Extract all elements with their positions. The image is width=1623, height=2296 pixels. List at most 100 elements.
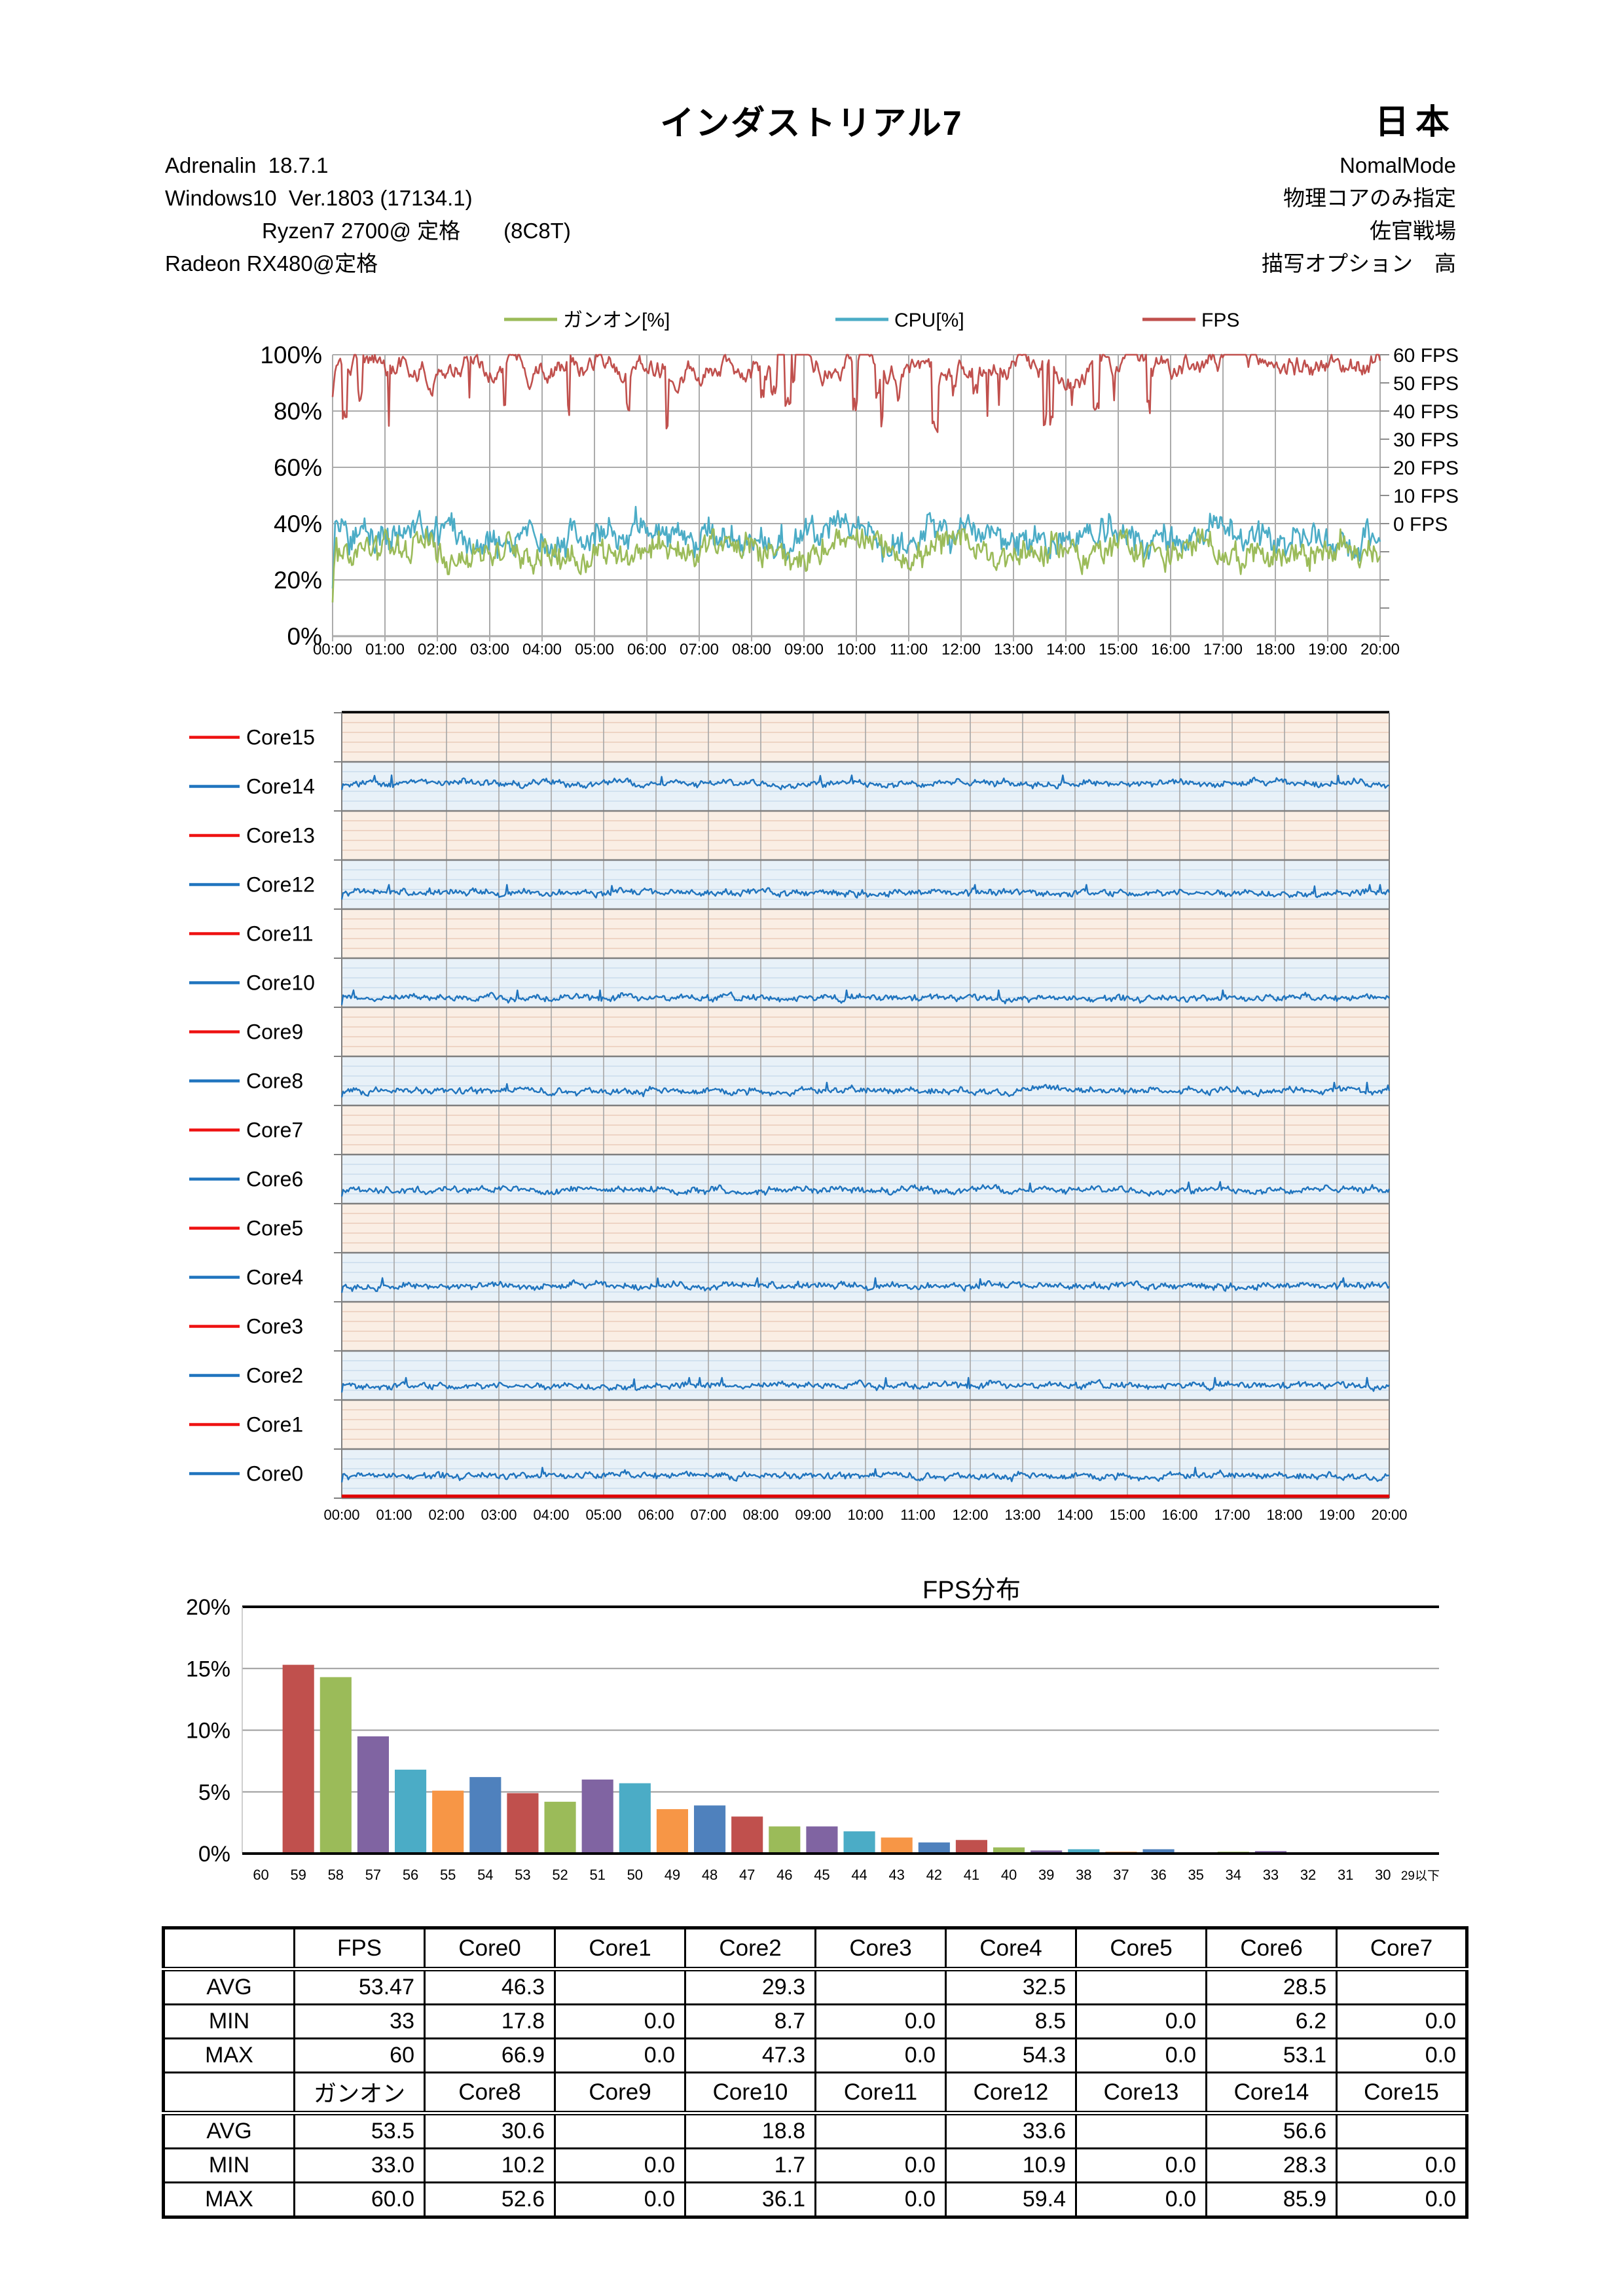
svg-text:14:00: 14:00 <box>1057 1507 1093 1523</box>
svg-text:5%: 5% <box>198 1780 230 1805</box>
svg-text:36: 36 <box>1150 1867 1166 1883</box>
svg-text:80%: 80% <box>274 398 322 425</box>
svg-text:31: 31 <box>1338 1867 1353 1883</box>
svg-text:03:00: 03:00 <box>470 641 509 658</box>
svg-text:14:00: 14:00 <box>1046 641 1085 658</box>
table-cell: 0.0 <box>814 2181 947 2218</box>
table-cell: 17.8 <box>424 2003 556 2039</box>
svg-text:17:00: 17:00 <box>1214 1507 1250 1523</box>
table-cell: 0.0 <box>554 2181 686 2218</box>
table-cell: 0.0 <box>814 2147 947 2183</box>
svg-text:Core14: Core14 <box>246 775 315 798</box>
svg-text:0%: 0% <box>287 623 322 650</box>
svg-text:20 FPS: 20 FPS <box>1393 457 1459 479</box>
table-header-cell: FPS <box>293 1927 426 1971</box>
svg-text:55: 55 <box>440 1867 456 1883</box>
svg-text:57: 57 <box>365 1867 381 1883</box>
svg-text:20%: 20% <box>274 567 322 594</box>
svg-text:59: 59 <box>290 1867 306 1883</box>
svg-text:40%: 40% <box>274 511 322 537</box>
svg-text:58: 58 <box>328 1867 344 1883</box>
svg-text:33: 33 <box>1263 1867 1279 1883</box>
table-header-cell: Core15 <box>1336 2072 1468 2115</box>
svg-text:Core6: Core6 <box>246 1168 303 1191</box>
svg-text:CPU[%]: CPU[%] <box>894 310 964 331</box>
svg-text:Core5: Core5 <box>246 1217 303 1240</box>
table-cell <box>1075 1968 1207 2005</box>
table-cell: 53.1 <box>1205 2037 1338 2073</box>
svg-text:16:00: 16:00 <box>1151 641 1190 658</box>
svg-text:45: 45 <box>814 1867 830 1883</box>
svg-text:12:00: 12:00 <box>941 641 981 658</box>
table-cell: 0.0 <box>554 2147 686 2183</box>
svg-text:Core8: Core8 <box>246 1069 303 1093</box>
svg-text:53: 53 <box>515 1867 530 1883</box>
svg-text:37: 37 <box>1113 1867 1129 1883</box>
svg-text:51: 51 <box>589 1867 605 1883</box>
svg-text:Core7: Core7 <box>246 1119 303 1142</box>
svg-text:00:00: 00:00 <box>323 1507 359 1523</box>
table-cell <box>554 1968 686 2005</box>
graphics-option-label: 描写オプション 高 <box>1262 251 1456 276</box>
svg-text:FPS: FPS <box>1201 310 1239 331</box>
table-cell: 60 <box>293 2037 426 2073</box>
svg-text:16:00: 16:00 <box>1161 1507 1197 1523</box>
svg-text:13:00: 13:00 <box>994 641 1033 658</box>
table-header-cell: Core5 <box>1075 1927 1207 1971</box>
svg-text:06:00: 06:00 <box>627 641 666 658</box>
svg-text:15%: 15% <box>186 1657 230 1681</box>
table-cell: MAX <box>162 2037 295 2073</box>
driver-version: Adrenalin 18.7.1 <box>165 153 329 177</box>
os-version: Windows10 Ver.1803 (17134.1) <box>165 186 473 210</box>
svg-text:56: 56 <box>403 1867 418 1883</box>
svg-text:Core1: Core1 <box>246 1413 303 1437</box>
svg-text:Core4: Core4 <box>246 1266 303 1289</box>
svg-text:60: 60 <box>253 1867 268 1883</box>
table-cell: 1.7 <box>684 2147 816 2183</box>
svg-text:40: 40 <box>1001 1867 1017 1883</box>
core-assignment-label: 物理コアのみ指定 <box>1283 186 1456 210</box>
table-cell: 10.9 <box>945 2147 1077 2183</box>
page-title: インダストリアル7 <box>660 105 963 143</box>
mode-label: NomalMode <box>1340 153 1456 177</box>
table-cell: 8.5 <box>945 2003 1077 2039</box>
table-cell: 0.0 <box>1336 2147 1468 2183</box>
svg-text:20:00: 20:00 <box>1371 1507 1407 1523</box>
table-cell: 0.0 <box>1336 2181 1468 2218</box>
svg-text:02:00: 02:00 <box>428 1507 464 1523</box>
table-cell: AVG <box>162 2112 295 2149</box>
svg-text:50 FPS: 50 FPS <box>1393 373 1459 395</box>
svg-text:44: 44 <box>851 1867 867 1883</box>
table-cell <box>814 2112 947 2149</box>
svg-text:100%: 100% <box>260 342 322 368</box>
benchmark-settings-block: NomalMode 物理コアのみ指定 佐官戦場 描写オプション 高 <box>1262 149 1456 280</box>
table-cell: 0.0 <box>1336 2003 1468 2039</box>
svg-text:19:00: 19:00 <box>1308 641 1347 658</box>
table-cell: 28.3 <box>1205 2147 1338 2183</box>
table-header-cell <box>162 1927 295 1971</box>
table-header-cell: Core3 <box>814 1927 947 1971</box>
svg-text:FPS分布: FPS分布 <box>922 1577 1021 1604</box>
svg-text:52: 52 <box>552 1867 568 1883</box>
map-label: 佐官戦場 <box>1370 219 1456 243</box>
svg-text:12:00: 12:00 <box>952 1507 988 1523</box>
table-cell: 52.6 <box>424 2181 556 2218</box>
svg-text:02:00: 02:00 <box>418 641 457 658</box>
table-cell <box>554 2112 686 2149</box>
svg-text:30 FPS: 30 FPS <box>1393 429 1459 451</box>
table-header-cell: Core12 <box>945 2072 1077 2115</box>
svg-text:39: 39 <box>1038 1867 1054 1883</box>
table-cell: 6.2 <box>1205 2003 1338 2039</box>
table-header-cell: Core1 <box>554 1927 686 1971</box>
svg-text:18:00: 18:00 <box>1266 1507 1302 1523</box>
svg-text:01:00: 01:00 <box>365 641 405 658</box>
table-header-cell: Core6 <box>1205 1927 1338 1971</box>
svg-text:42: 42 <box>926 1867 942 1883</box>
table-header-cell: Core9 <box>554 2072 686 2115</box>
svg-text:32: 32 <box>1300 1867 1316 1883</box>
table-cell <box>1336 2112 1468 2149</box>
svg-text:15:00: 15:00 <box>1109 1507 1145 1523</box>
svg-text:15:00: 15:00 <box>1099 641 1138 658</box>
